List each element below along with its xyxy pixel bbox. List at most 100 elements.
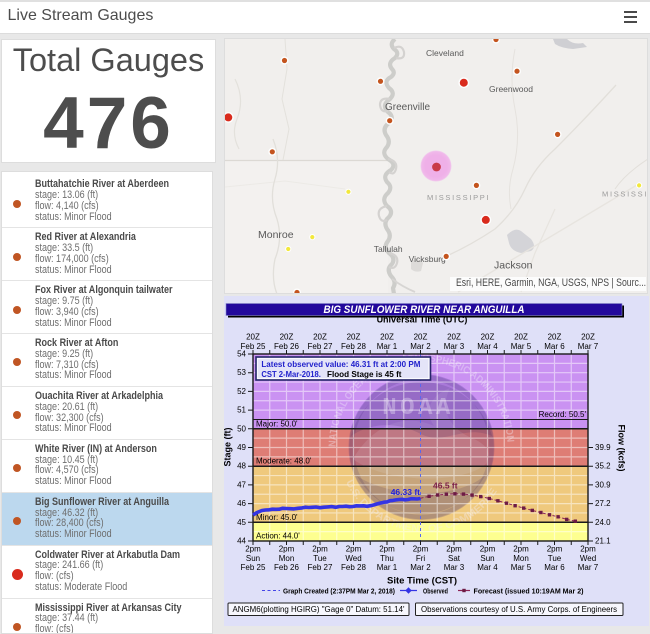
svg-text:Mar 6: Mar 6	[544, 563, 565, 572]
svg-text:2pm: 2pm	[446, 545, 462, 554]
svg-text:Mar 7: Mar 7	[578, 563, 599, 572]
svg-text:Feb 28: Feb 28	[341, 342, 366, 351]
svg-text:Wed: Wed	[580, 554, 596, 563]
svg-text:Mon: Mon	[513, 554, 529, 563]
svg-text:MISSISSIPPI: MISSISSIPPI	[602, 190, 648, 199]
svg-text:44: 44	[237, 537, 246, 546]
svg-text:Flow (kcfs): Flow (kcfs)	[617, 424, 627, 471]
svg-text:46.33 ft: 46.33 ft	[391, 487, 420, 497]
svg-text:Feb 26: Feb 26	[274, 342, 299, 351]
svg-text:Greenville: Greenville	[385, 102, 430, 113]
svg-text:50: 50	[237, 424, 246, 433]
svg-text:30.9: 30.9	[595, 480, 611, 489]
svg-text:53: 53	[237, 368, 246, 377]
svg-text:ANGM6(plotting HGIRG) "Gage 0": ANGM6(plotting HGIRG) "Gage 0" Datum: 51…	[233, 605, 405, 614]
svg-text:2pm: 2pm	[413, 545, 429, 554]
svg-text:20Z: 20Z	[447, 333, 461, 342]
svg-text:Mar 4: Mar 4	[477, 342, 498, 351]
svg-text:20Z: 20Z	[347, 333, 361, 342]
svg-text:Jackson: Jackson	[494, 260, 533, 272]
svg-text:Mar 2: Mar 2	[410, 342, 431, 351]
svg-text:Mar 2: Mar 2	[410, 563, 431, 572]
svg-text:Mar 1: Mar 1	[377, 563, 398, 572]
svg-text:20Z: 20Z	[581, 333, 595, 342]
svg-text:35.2: 35.2	[595, 462, 611, 471]
svg-text:2pm: 2pm	[379, 545, 395, 554]
svg-text:46.5 ft: 46.5 ft	[433, 481, 458, 491]
svg-text:Mar 6: Mar 6	[544, 342, 565, 351]
svg-text:Mar 4: Mar 4	[477, 563, 498, 572]
svg-text:Record: 50.5': Record: 50.5'	[539, 410, 587, 419]
svg-text:2pm: 2pm	[312, 545, 328, 554]
svg-text:Graph Created (2:37PM Mar 2, 2: Graph Created (2:37PM Mar 2, 2018)	[283, 586, 395, 595]
svg-text:2pm: 2pm	[580, 545, 596, 554]
svg-text:2pm: 2pm	[513, 545, 529, 554]
svg-text:20Z: 20Z	[246, 333, 260, 342]
svg-text:Sat: Sat	[448, 554, 461, 563]
svg-text:Universal Time (UTC): Universal Time (UTC)	[377, 315, 468, 325]
svg-text:Cleveland: Cleveland	[426, 48, 464, 58]
svg-text:NOAA: NOAA	[382, 395, 454, 422]
svg-text:2pm: 2pm	[245, 545, 261, 554]
svg-text:Feb 28: Feb 28	[341, 563, 366, 572]
svg-text:Flood Stage is 45 ft: Flood Stage is 45 ft	[327, 369, 402, 379]
svg-text:Mar 7: Mar 7	[578, 342, 599, 351]
svg-text:Moderate: 48.0': Moderate: 48.0'	[256, 457, 312, 466]
svg-text:24.0: 24.0	[595, 518, 611, 527]
svg-text:Major: 50.0': Major: 50.0'	[256, 419, 298, 428]
svg-text:2pm: 2pm	[480, 545, 496, 554]
svg-text:Mon: Mon	[279, 554, 295, 563]
svg-text:20Z: 20Z	[313, 333, 327, 342]
svg-text:20Z: 20Z	[380, 333, 394, 342]
svg-text:Latest observed value: 46.31: Latest observed value: 46.31 ft at 2:00 …	[261, 359, 420, 369]
svg-text:2pm: 2pm	[279, 545, 295, 554]
svg-text:Observations courtesy of U.S.: Observations courtesy of U.S. Army Corps…	[421, 605, 617, 614]
svg-text:47: 47	[237, 480, 246, 489]
svg-text:20Z: 20Z	[414, 333, 428, 342]
svg-text:20Z: 20Z	[514, 333, 528, 342]
svg-text:MISSISSIPPI: MISSISSIPPI	[427, 193, 490, 202]
svg-text:CST 2-Mar-2018.: CST 2-Mar-2018.	[261, 369, 321, 379]
svg-text:Feb 27: Feb 27	[308, 342, 333, 351]
svg-text:Mar 5: Mar 5	[511, 563, 532, 572]
svg-text:2pm: 2pm	[547, 545, 563, 554]
svg-text:21.1: 21.1	[595, 537, 611, 546]
svg-text:Forecast (issued 10:19AM Mar 2: Forecast (issued 10:19AM Mar 2)	[474, 586, 584, 595]
svg-text:Site Time (CST): Site Time (CST)	[387, 576, 457, 587]
svg-text:20Z: 20Z	[481, 333, 495, 342]
svg-text:48: 48	[237, 462, 246, 471]
svg-text:Tue: Tue	[548, 554, 562, 563]
svg-text:2pm: 2pm	[346, 545, 362, 554]
svg-text:Sun: Sun	[246, 554, 260, 563]
svg-text:Feb 27: Feb 27	[308, 563, 333, 572]
svg-text:51: 51	[237, 406, 246, 415]
svg-text:49: 49	[237, 443, 246, 452]
svg-text:20Z: 20Z	[280, 333, 294, 342]
svg-text:45: 45	[237, 518, 246, 527]
svg-text:52: 52	[237, 387, 246, 396]
svg-text:Feb 25: Feb 25	[241, 563, 266, 572]
svg-text:Mar 3: Mar 3	[444, 342, 465, 351]
svg-text:Sun: Sun	[480, 554, 494, 563]
svg-text:Mar 1: Mar 1	[377, 342, 398, 351]
svg-text:Tallulah: Tallulah	[374, 244, 403, 254]
svg-text:Wed: Wed	[345, 554, 361, 563]
svg-text:54: 54	[237, 350, 246, 359]
svg-text:20Z: 20Z	[548, 333, 562, 342]
svg-text:Mar 5: Mar 5	[511, 342, 532, 351]
svg-text:27.2: 27.2	[595, 499, 611, 508]
svg-text:Tue: Tue	[313, 554, 327, 563]
svg-text:Feb 26: Feb 26	[274, 563, 299, 572]
svg-text:46: 46	[237, 499, 246, 508]
svg-text:Stage (ft): Stage (ft)	[224, 428, 233, 467]
svg-text:Greenwood: Greenwood	[489, 84, 533, 94]
svg-text:BIG SUNFLOWER RIVER NEAR ANGUI: BIG SUNFLOWER RIVER NEAR ANGUILLA	[324, 304, 525, 316]
svg-text:Fri: Fri	[416, 554, 426, 563]
svg-text:Feb 25: Feb 25	[241, 342, 266, 351]
svg-text:Mar 3: Mar 3	[444, 563, 465, 572]
svg-text:Monroe: Monroe	[258, 229, 294, 241]
svg-text:Minor: 45.0': Minor: 45.0'	[256, 513, 298, 522]
svg-text:Vicksburg: Vicksburg	[409, 254, 446, 264]
svg-text:Thu: Thu	[380, 554, 394, 563]
svg-text:Observed: Observed	[423, 586, 448, 595]
